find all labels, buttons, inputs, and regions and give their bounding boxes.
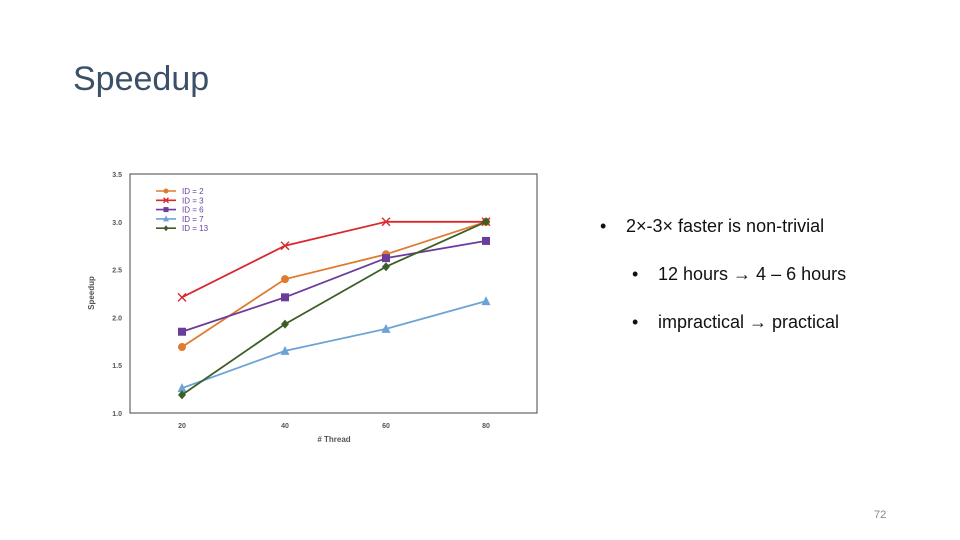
- data-point: [481, 296, 491, 306]
- data-point: [280, 345, 290, 355]
- legend-label: ID = 7: [182, 215, 204, 224]
- legend: ID = 2ID = 3ID = 6ID = 7ID = 13: [156, 187, 209, 233]
- x-tick-label: 80: [482, 423, 490, 430]
- series-id-13: [178, 217, 490, 400]
- data-point: [482, 236, 490, 245]
- y-axis-label: Speedup: [87, 276, 96, 310]
- data-point: [281, 293, 289, 302]
- plot-frame: [129, 173, 538, 414]
- data-point: [178, 343, 186, 352]
- x-tick-label: 40: [281, 423, 289, 430]
- bullet-3-text: impractical → practical: [658, 312, 840, 332]
- data-point: [163, 188, 169, 194]
- legend-label: ID = 13: [182, 224, 209, 233]
- data-point: [482, 217, 490, 227]
- series-line: [181, 240, 487, 333]
- series-layer: [177, 217, 491, 400]
- series-line: [181, 220, 487, 396]
- data-point: [163, 207, 169, 213]
- x-axis-label: # Thread: [317, 435, 350, 444]
- series-id-6: [178, 236, 490, 336]
- series-id-3: [177, 217, 491, 302]
- data-point: [382, 254, 390, 263]
- series-id-2: [178, 217, 490, 352]
- bullet-2: • 12 hours → 4 – 6 hours: [632, 264, 846, 285]
- data-point: [163, 225, 169, 232]
- data-point: [178, 327, 186, 336]
- legend-item: ID = 2: [156, 187, 204, 196]
- data-point: [177, 383, 187, 393]
- data-point: [381, 217, 391, 227]
- legend-item: ID = 13: [156, 224, 209, 233]
- y-axis: 1.0 1.5 2.0 2.5 3.0 3.5: [112, 172, 122, 418]
- data-point: [281, 319, 289, 329]
- bullet-1-text: 2×-3× faster is non-trivial: [626, 216, 825, 236]
- y-tick-label: 3.0: [112, 220, 122, 227]
- page-number: 72: [874, 509, 887, 521]
- data-point: [163, 197, 169, 204]
- series-line: [181, 220, 487, 348]
- bullet-dot: •: [600, 216, 607, 236]
- data-point: [163, 215, 169, 222]
- series-line: [181, 300, 487, 389]
- legend-label: ID = 3: [182, 196, 204, 205]
- data-point: [381, 323, 391, 333]
- bullet-dot: •: [632, 312, 639, 332]
- data-point: [281, 275, 289, 284]
- y-tick-label: 1.5: [112, 363, 122, 370]
- y-tick-label: 2.5: [112, 268, 122, 275]
- data-point: [178, 390, 186, 400]
- data-point: [280, 241, 290, 251]
- bullet-dot: •: [632, 264, 639, 284]
- x-axis: 20 40 60 80: [178, 423, 490, 430]
- y-tick-label: 1.0: [112, 411, 122, 418]
- bullet-1: • 2×-3× faster is non-trivial: [600, 216, 824, 237]
- x-tick-label: 60: [382, 423, 390, 430]
- bullet-2-text: 12 hours → 4 – 6 hours: [658, 264, 847, 284]
- legend-item: ID = 3: [156, 196, 204, 205]
- data-point: [177, 292, 187, 302]
- speedup-chart: 1.0 1.5 2.0 2.5 3.0 3.5 20 40 60 80 Speedup # Th…: [87, 172, 538, 444]
- legend-item: ID = 6: [156, 206, 204, 215]
- legend-label: ID = 2: [182, 187, 204, 196]
- bullet-3: • impractical → practical: [632, 312, 839, 333]
- y-tick-label: 2.0: [112, 315, 122, 322]
- data-point: [382, 262, 390, 272]
- series-line: [181, 220, 486, 299]
- series-id-7: [177, 296, 491, 393]
- y-tick-label: 3.5: [112, 172, 122, 179]
- legend-label: ID = 6: [182, 206, 204, 215]
- slide-title: Speedup: [73, 60, 210, 98]
- x-tick-label: 20: [178, 423, 186, 430]
- legend-item: ID = 7: [156, 215, 204, 224]
